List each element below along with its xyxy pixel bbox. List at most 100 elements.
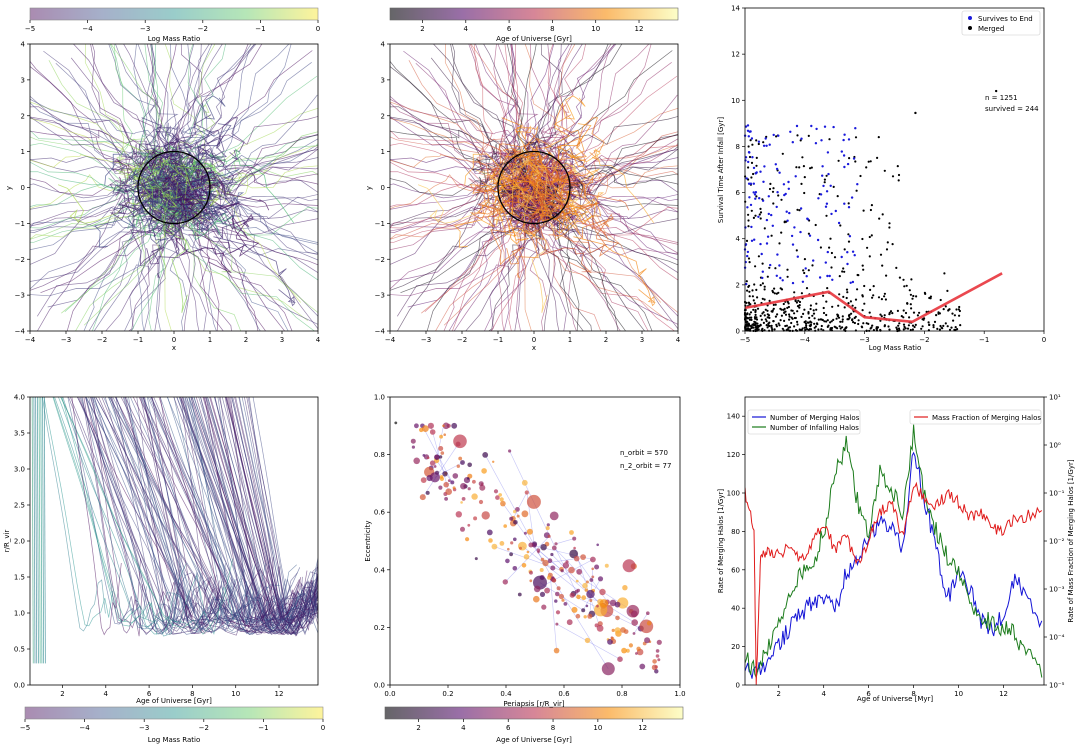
orbit-track-core [178,158,220,177]
x-tick-label: 0 [1042,336,1046,344]
radius-track [82,397,142,624]
orbit-track-core [215,117,245,161]
orbit-point [492,460,495,463]
point-merged [800,292,804,295]
point-survives [826,151,830,154]
orbit-point [554,542,558,546]
point-merged [935,314,938,317]
point-merged [785,324,789,327]
point-survives [832,125,835,129]
colorbar-tick-label: 6 [507,25,512,33]
colorbar-tick-label: −1 [258,724,268,732]
point-merged [790,309,793,312]
point-survives [849,281,852,284]
colorbar-tick-label: −3 [139,724,149,732]
point-merged [933,320,937,323]
point-merged [774,315,778,318]
point-survives [804,267,807,270]
orbit-point [572,536,577,541]
point-survives [851,280,855,284]
point-merged [777,194,780,197]
point-merged [763,314,766,317]
colorbar-tick-label: −4 [79,724,90,732]
orbit-point [467,487,471,491]
point-merged [912,294,915,298]
point-merged [839,224,842,227]
point-merged [822,306,825,310]
x-tick-label: −4 [800,336,811,344]
point-merged [867,322,870,325]
point-merged [808,324,811,327]
radius-track [38,397,41,664]
point-merged [814,223,817,227]
point-survives [747,182,751,185]
point-merged [900,315,903,318]
point-merged [868,311,871,314]
point-merged [755,156,758,159]
point-merged [943,272,946,275]
point-survives [777,134,780,137]
point-merged [752,326,755,329]
x-tick-label: 0.8 [616,690,627,698]
point-merged [807,232,811,235]
point-merged [944,305,947,308]
radius-track [89,397,201,631]
orbit-point [438,446,444,451]
point-merged [823,320,826,323]
radius-track [77,397,249,634]
radius-track [58,397,206,635]
y-tick-label: −1 [375,220,385,228]
point-survives [750,239,754,242]
x-tick-label: −1 [493,336,503,344]
point-merged [842,267,845,270]
orbit-point [513,520,518,525]
point-merged [771,190,775,193]
y-right-tick-label: 10⁻² [1049,538,1065,546]
point-merged [754,265,757,268]
point-survives [757,140,761,143]
point-merged [752,324,756,327]
orbit-track-core [464,153,507,188]
point-merged [772,303,775,306]
legend-label-merged: Merged [978,25,1004,33]
y-tick-label: 12 [731,51,740,59]
orbit-track [390,130,489,197]
point-merged [841,315,844,318]
point-survives [791,141,794,144]
orbit-point [516,514,520,518]
point-merged [805,326,808,329]
point-merged [911,297,914,300]
point-merged [760,318,763,321]
colorbar-tick-label: −5 [20,724,30,732]
orbit-track-core [132,178,169,245]
point-merged [838,293,841,296]
point-merged [932,326,935,329]
point-survives [759,242,762,246]
point-merged [805,324,808,327]
colorbar-tick-label: 2 [416,724,420,732]
x-tick-label: 0 [172,336,176,344]
orbit-track-core [516,184,560,239]
point-merged [780,314,784,317]
point-survives [746,124,750,127]
radius-track [61,397,158,635]
orbit-point [569,530,574,535]
x-tick-label: 3 [640,336,644,344]
point-merged [826,319,829,322]
radius-track [111,397,236,629]
point-merged [825,320,828,323]
orbit-track-core [180,197,233,241]
point-merged [796,323,799,326]
x-tick-label: −2 [919,336,929,344]
point-merged [885,274,888,277]
point-survives [826,250,829,254]
point-merged [847,233,850,236]
point-merged [845,326,848,329]
point-merged [748,318,752,321]
radius-track [31,397,34,664]
point-survives [821,165,824,168]
orbit-point [656,639,662,645]
radius-track [230,397,274,633]
point-merged [803,191,806,195]
y-axis-label: y [5,186,13,190]
